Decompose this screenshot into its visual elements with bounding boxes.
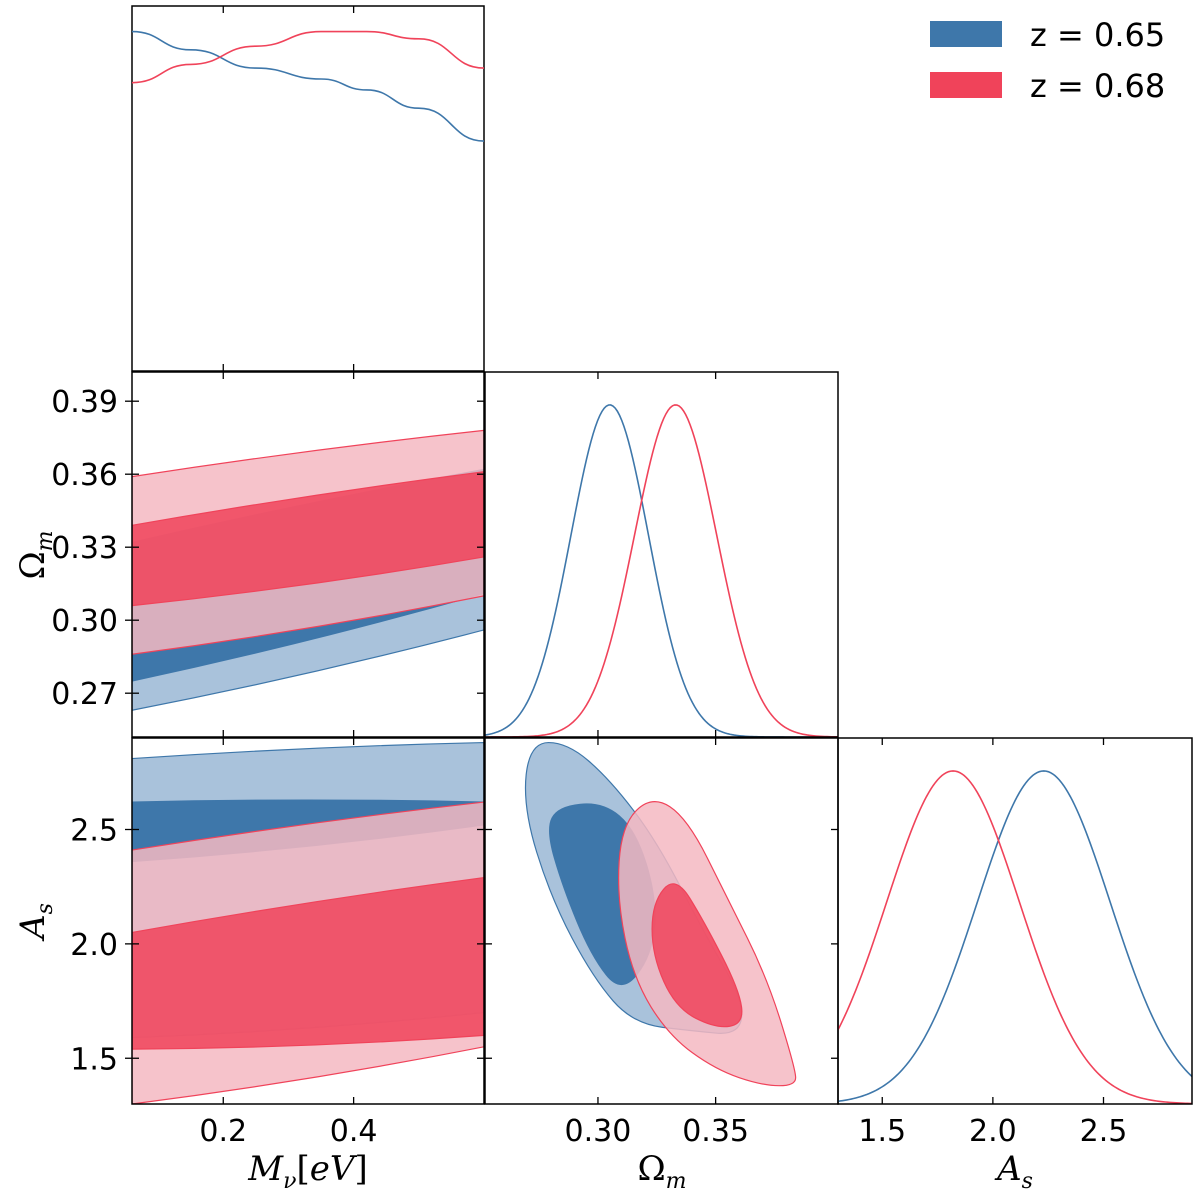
panel-mnu-om-frame: [131, 371, 485, 738]
legend: z = 0.65 z = 0.68: [930, 16, 1165, 105]
panel-mnu-As-frame: [131, 737, 485, 1105]
x-tick-label-As-0: 1.5: [858, 1114, 906, 1149]
panel-om-marginal-frame: [484, 371, 839, 738]
y-axis-title-As: As: [13, 903, 58, 942]
x-tick-label-mnu-1: 0.4: [330, 1114, 378, 1149]
y-tick-label-As-2: 2.5: [70, 814, 118, 849]
panel-om-As: [484, 737, 839, 1105]
x-tick-label-om-1: 0.35: [682, 1114, 749, 1149]
x-tick-label-As-1: 2.0: [969, 1114, 1017, 1149]
marginal-mnu-z068: [132, 30, 484, 84]
marginal-As-z065: [838, 770, 1192, 1103]
panel-mnu-marginal: [131, 5, 485, 372]
x-axis-title-om: Ωm: [637, 1149, 686, 1193]
marginal-om-z068: [485, 404, 838, 737]
panel-mnu-marginal-frame: [131, 5, 485, 372]
y-tick-label-om-4: 0.39: [51, 385, 118, 420]
axis-ticks: 0.2 0.4 0.30 0.35 1.5 2.0 2.5 0.27 0.30 0.33 0.36 0…: [51, 6, 1127, 1149]
contour-inner-om-As-z068: [651, 883, 743, 1028]
legend-label-z065: z = 0.65: [1030, 16, 1165, 54]
y-tick-label-om-0: 0.27: [51, 677, 118, 712]
panel-As-marginal: [837, 737, 1193, 1105]
y-tick-label-om-1: 0.30: [51, 604, 118, 639]
x-tick-label-om-0: 0.30: [565, 1114, 632, 1149]
legend-swatch-z065: [930, 21, 1002, 47]
y-tick-label-As-0: 1.5: [70, 1042, 118, 1077]
panel-mnu-As: [131, 737, 485, 1105]
y-tick-label-As-1: 2.0: [70, 928, 118, 963]
x-axis-title-mnu: Mν[eV]: [247, 1149, 367, 1193]
panel-om-marginal: [484, 371, 839, 738]
y-axis-title-om: Ωm: [13, 530, 58, 579]
legend-label-z068: z = 0.68: [1030, 67, 1165, 105]
x-tick-label-As-2: 2.5: [1080, 1114, 1128, 1149]
marginal-mnu-z065: [132, 30, 484, 142]
x-tick-label-mnu-0: 0.2: [199, 1114, 247, 1149]
marginal-As-z068: [838, 770, 1192, 1104]
legend-swatch-z068: [930, 72, 1002, 98]
marginal-om-z065: [485, 404, 838, 737]
contour-inner-mnu-As-z068: [132, 876, 484, 1050]
panel-As-marginal-frame: [837, 737, 1193, 1105]
y-tick-label-om-3: 0.36: [51, 458, 118, 493]
contour-inner-mnu-om-z068: [132, 471, 484, 607]
panel-mnu-om: [131, 371, 485, 738]
y-tick-label-om-2: 0.33: [51, 531, 118, 566]
x-axis-title-As: As: [994, 1149, 1033, 1193]
